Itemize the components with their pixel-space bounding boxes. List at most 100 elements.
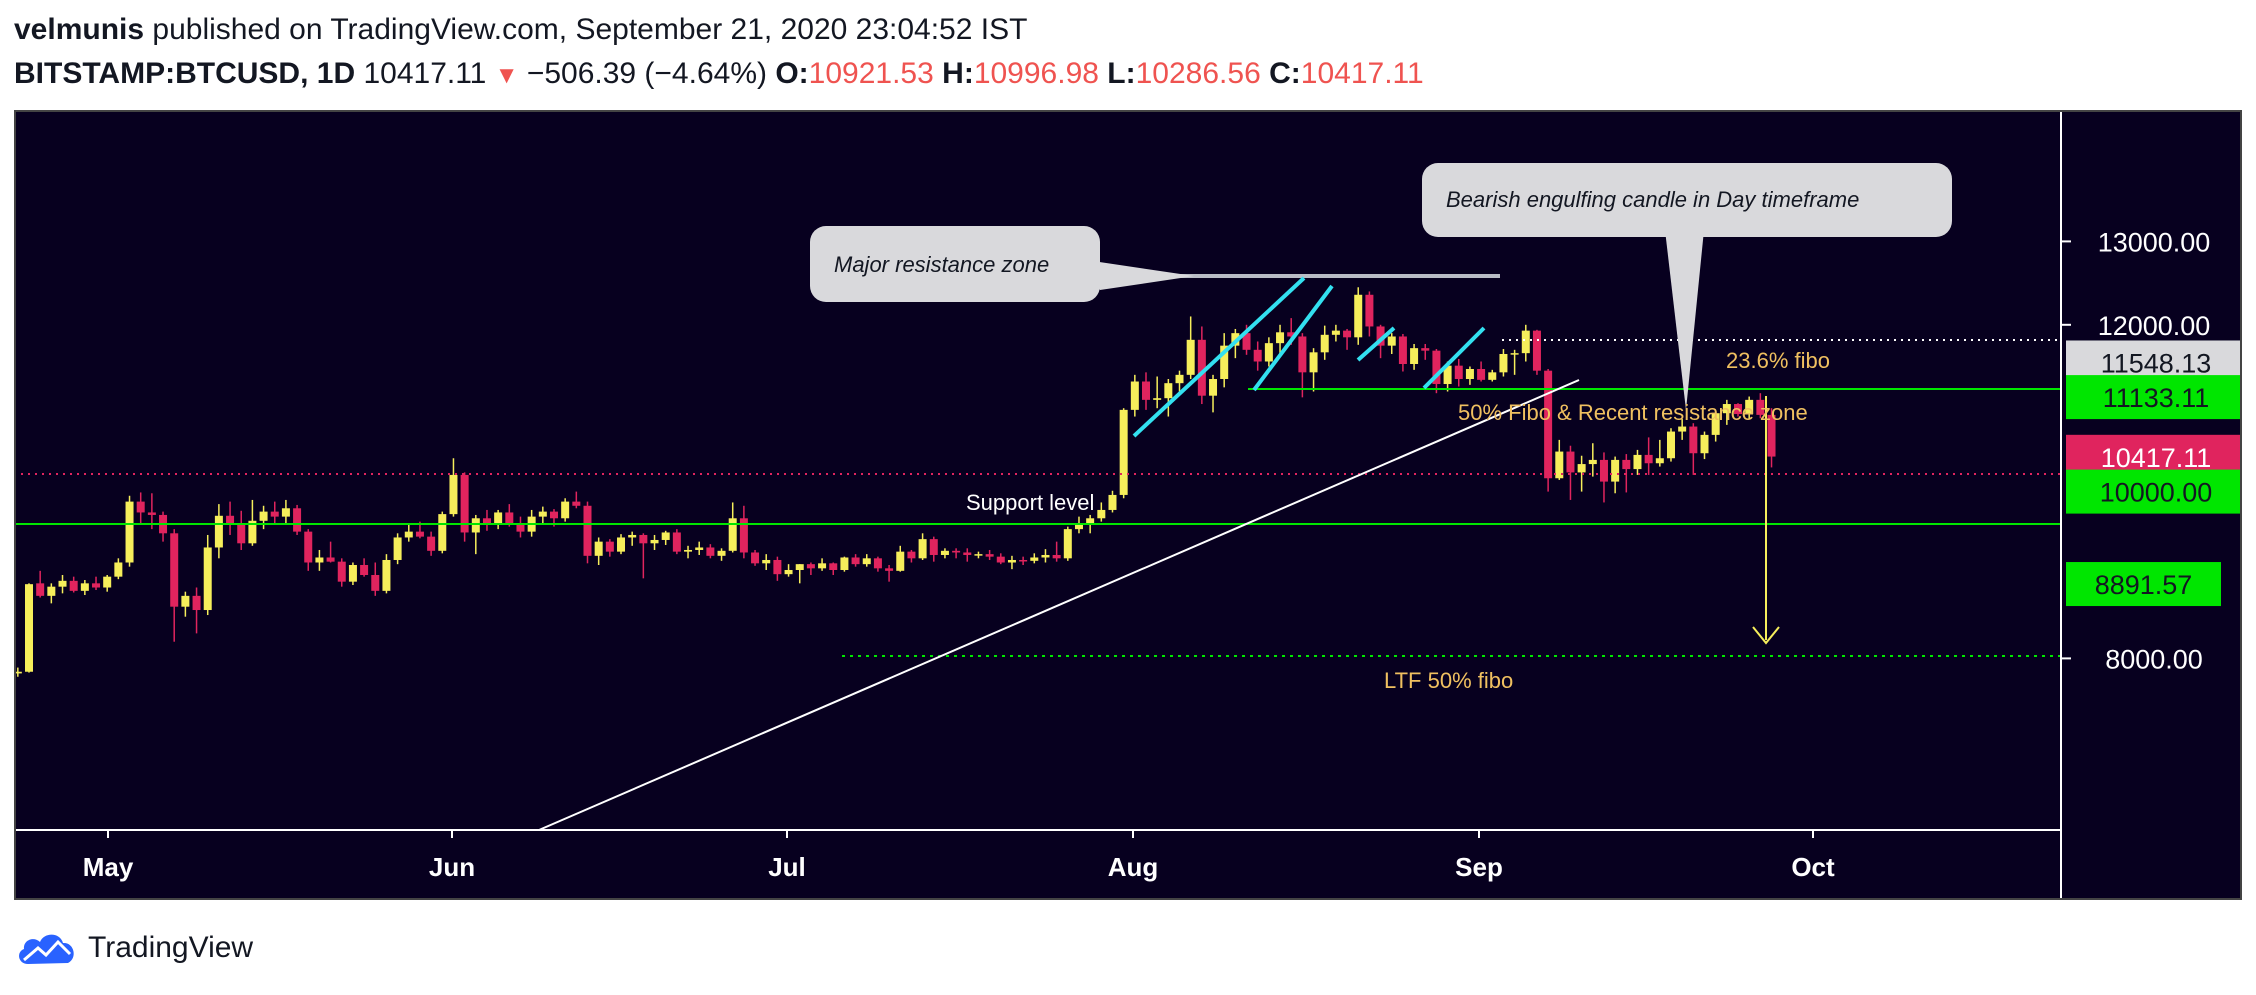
candle[interactable]: [58, 575, 67, 594]
channel-line-1[interactable]: [1132, 276, 1306, 438]
candle[interactable]: [1387, 333, 1396, 354]
candle[interactable]: [963, 548, 972, 562]
candle[interactable]: [315, 549, 324, 571]
candle[interactable]: [1756, 393, 1765, 419]
candle[interactable]: [92, 576, 101, 591]
candle[interactable]: [695, 541, 704, 555]
candle[interactable]: [1197, 326, 1206, 405]
candle[interactable]: [281, 499, 290, 524]
tradingview-brand[interactable]: TradingView: [88, 931, 254, 964]
candle[interactable]: [1164, 379, 1173, 417]
candle[interactable]: [47, 583, 56, 604]
bearish-callout[interactable]: [1422, 163, 1952, 237]
candle[interactable]: [14, 667, 22, 677]
candle[interactable]: [739, 505, 748, 559]
candle[interactable]: [259, 505, 268, 530]
candle[interactable]: [270, 501, 279, 525]
candle[interactable]: [1745, 396, 1754, 420]
candle[interactable]: [1276, 324, 1285, 354]
candle[interactable]: [918, 533, 927, 560]
candle[interactable]: [1030, 553, 1039, 564]
candle[interactable]: [1264, 337, 1273, 367]
channel-line-4[interactable]: [1422, 326, 1486, 390]
candle[interactable]: [1432, 348, 1441, 394]
candle[interactable]: [1689, 423, 1698, 475]
candle[interactable]: [1465, 366, 1474, 385]
candle[interactable]: [471, 514, 480, 555]
candle[interactable]: [561, 498, 570, 522]
candle[interactable]: [650, 534, 659, 550]
candle[interactable]: [840, 556, 849, 572]
candle[interactable]: [326, 541, 335, 563]
candle[interactable]: [1331, 324, 1340, 342]
candle[interactable]: [203, 534, 212, 616]
candle[interactable]: [639, 533, 648, 579]
candle[interactable]: [36, 570, 45, 598]
candle[interactable]: [1711, 412, 1720, 442]
candle[interactable]: [516, 516, 525, 538]
candle[interactable]: [1577, 455, 1586, 492]
candle[interactable]: [1365, 291, 1374, 337]
candle[interactable]: [728, 502, 737, 553]
candle[interactable]: [1253, 341, 1262, 371]
candle[interactable]: [136, 492, 145, 525]
candle[interactable]: [382, 554, 391, 594]
candle[interactable]: [181, 591, 190, 617]
candle[interactable]: [1421, 343, 1430, 360]
candle[interactable]: [69, 576, 78, 593]
candle[interactable]: [1510, 349, 1519, 375]
candle[interactable]: [628, 531, 637, 546]
author-name[interactable]: velmunis: [14, 13, 145, 46]
candle[interactable]: [1678, 419, 1687, 440]
candle[interactable]: [1130, 374, 1139, 417]
candle[interactable]: [427, 531, 436, 556]
candle[interactable]: [661, 530, 670, 545]
candle[interactable]: [1666, 428, 1675, 462]
candle[interactable]: [572, 491, 581, 509]
candle[interactable]: [885, 564, 894, 582]
candle[interactable]: [806, 562, 815, 575]
candle[interactable]: [1588, 443, 1597, 477]
candle[interactable]: [1644, 437, 1653, 475]
candle[interactable]: [438, 511, 447, 554]
candle[interactable]: [751, 549, 760, 566]
candle[interactable]: [940, 548, 949, 559]
candle[interactable]: [1343, 328, 1352, 350]
candle[interactable]: [25, 583, 33, 673]
candle[interactable]: [170, 529, 179, 642]
candle[interactable]: [1410, 343, 1419, 370]
candle[interactable]: [337, 558, 346, 587]
candle[interactable]: [1499, 348, 1508, 377]
candle[interactable]: [717, 548, 726, 561]
y-axis[interactable]: 8000.00 12000.00 13000.00: [2061, 227, 2210, 674]
candle[interactable]: [1309, 348, 1318, 392]
candle[interactable]: [684, 545, 693, 559]
candle[interactable]: [393, 533, 402, 565]
candle[interactable]: [1041, 549, 1050, 563]
candle[interactable]: [192, 587, 201, 634]
candle[interactable]: [929, 536, 938, 562]
candle[interactable]: [996, 553, 1005, 565]
candle[interactable]: [103, 575, 112, 592]
candle[interactable]: [818, 558, 827, 571]
candle[interactable]: [1142, 372, 1150, 410]
price-chart[interactable]: Major resistance zone Bearish engulfing …: [14, 110, 2242, 900]
candle[interactable]: [1063, 526, 1072, 561]
candle[interactable]: [706, 544, 715, 559]
candle[interactable]: [125, 495, 134, 567]
candle[interactable]: [1655, 439, 1664, 467]
candle[interactable]: [371, 562, 380, 596]
candle[interactable]: [1220, 333, 1229, 388]
candle[interactable]: [1700, 431, 1709, 460]
candle[interactable]: [1175, 370, 1184, 392]
candle[interactable]: [829, 562, 838, 575]
candle[interactable]: [1566, 445, 1575, 500]
candle[interactable]: [1532, 329, 1541, 375]
candle[interactable]: [248, 499, 257, 546]
candle[interactable]: [896, 545, 905, 572]
candle[interactable]: [1320, 325, 1329, 360]
channel-line-3[interactable]: [1356, 326, 1396, 362]
candle[interactable]: [1599, 452, 1608, 503]
candle[interactable]: [851, 554, 860, 567]
candle[interactable]: [1186, 316, 1195, 380]
